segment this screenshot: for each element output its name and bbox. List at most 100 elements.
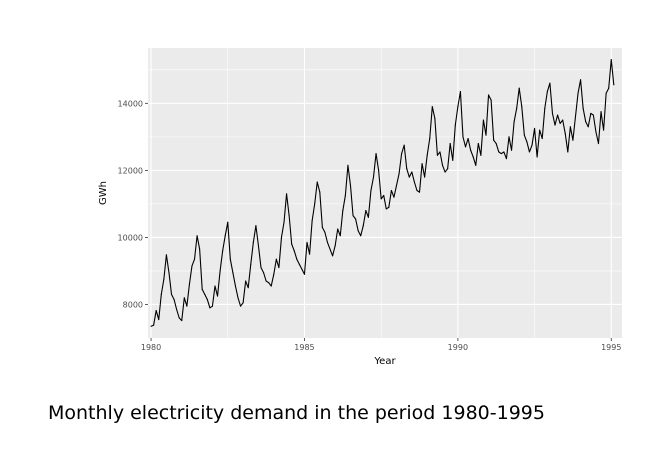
data-point (493, 139, 495, 141)
data-point (370, 189, 372, 192)
data-point (229, 258, 231, 260)
data-point (378, 169, 380, 171)
axis-ticks: 1980 1985 1990 1995 8000 10000 12000 14000 (118, 99, 622, 352)
data-point (227, 221, 229, 223)
data-point (431, 106, 433, 108)
data-point (424, 176, 426, 178)
data-point (183, 297, 185, 299)
data-point (536, 156, 538, 158)
data-point (480, 154, 482, 156)
data-point (485, 134, 487, 136)
data-point (273, 273, 275, 275)
y-tick-label: 12000 (118, 166, 143, 175)
data-point (569, 126, 571, 128)
data-point (534, 127, 536, 130)
data-point (462, 136, 464, 138)
data-point (355, 218, 357, 220)
data-point (193, 258, 196, 260)
data-point (372, 176, 375, 178)
data-point (503, 151, 505, 153)
major-gridlines (148, 48, 622, 338)
y-tick-label: 8000 (123, 300, 143, 309)
series-layer (150, 59, 615, 327)
data-point (475, 164, 477, 166)
data-point (357, 230, 359, 232)
data-point (416, 189, 418, 192)
data-point (153, 324, 155, 326)
data-point (316, 181, 318, 183)
data-point (551, 112, 554, 114)
data-point (367, 216, 369, 218)
data-point (270, 285, 272, 287)
series-line (150, 59, 615, 327)
data-point (293, 250, 295, 252)
data-point (495, 143, 497, 145)
data-point (204, 293, 206, 295)
data-point (557, 114, 559, 116)
data-point (196, 235, 198, 237)
data-point (242, 302, 244, 304)
data-point (380, 198, 382, 200)
x-axis-title: Year (373, 356, 396, 367)
data-point (521, 106, 523, 108)
data-point (449, 143, 451, 145)
data-point (539, 129, 541, 131)
data-point (250, 263, 252, 265)
data-point (452, 159, 454, 161)
data-point (482, 119, 484, 121)
y-tick-label: 10000 (118, 233, 143, 242)
data-point (572, 139, 574, 141)
data-point (393, 196, 395, 198)
data-point (291, 243, 293, 245)
data-point (170, 293, 173, 295)
data-point (286, 193, 288, 195)
data-point (477, 143, 479, 145)
data-point (257, 245, 260, 247)
data-point (429, 137, 431, 140)
data-point (296, 258, 298, 260)
data-point (395, 184, 398, 187)
data-point (518, 87, 520, 89)
data-point (508, 136, 510, 138)
data-point (388, 206, 390, 208)
data-point (398, 173, 400, 175)
data-point (403, 144, 405, 146)
data-point (178, 317, 180, 319)
data-point (600, 111, 602, 113)
data-point (158, 319, 160, 321)
data-point (610, 59, 612, 61)
figure-caption: Monthly electricity demand in the period… (48, 402, 545, 424)
data-point (528, 151, 530, 153)
data-point (234, 285, 236, 287)
data-point (263, 272, 265, 274)
data-point (247, 287, 249, 289)
data-point (311, 220, 313, 222)
data-point (375, 153, 377, 155)
x-tick-label: 1985 (294, 343, 314, 352)
data-point (549, 82, 551, 84)
data-point (554, 124, 556, 126)
data-point (439, 151, 441, 153)
data-point (347, 164, 349, 166)
data-point (155, 309, 157, 312)
data-point (332, 255, 334, 257)
data-point (342, 210, 344, 212)
data-point (467, 137, 469, 140)
data-point (385, 208, 387, 210)
data-point (288, 215, 290, 217)
data-point (222, 250, 224, 252)
data-point (577, 92, 579, 94)
data-point (592, 114, 594, 116)
data-point (232, 272, 234, 274)
data-point (209, 307, 211, 309)
data-point (597, 143, 600, 145)
data-point (360, 235, 362, 237)
data-point (191, 265, 193, 267)
data-point (298, 263, 300, 265)
data-point (181, 320, 183, 322)
plot-panel (148, 48, 622, 338)
data-point (595, 131, 597, 133)
data-point (173, 298, 175, 301)
data-point (344, 194, 346, 197)
data-point (580, 79, 582, 81)
